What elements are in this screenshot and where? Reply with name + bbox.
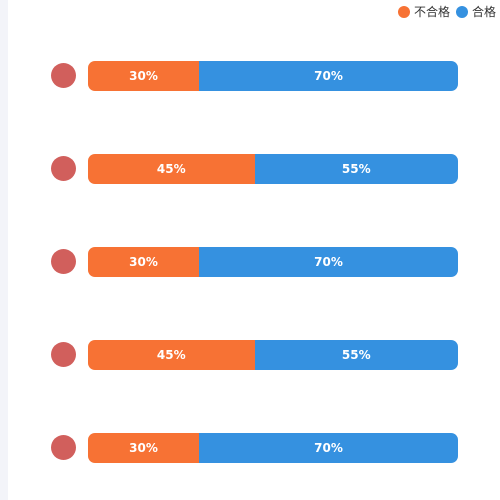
stacked-bar: 45% 55% [88, 340, 458, 370]
bar-segment-qualified[interactable]: 55% [254, 340, 458, 370]
stacked-bar: 30% 70% [88, 433, 458, 463]
bar-data-label: 30% [129, 255, 158, 269]
row-marker-dot [51, 63, 76, 88]
stacked-bar: 45% 55% [88, 154, 458, 184]
bar-row: 30% 70% [0, 61, 500, 91]
bar-segment-unqualified[interactable]: 45% [88, 154, 255, 184]
bar-row: 45% 55% [0, 340, 500, 370]
legend-item-qualified[interactable]: 合格 [456, 3, 496, 20]
legend-item-unqualified[interactable]: 不合格 [398, 3, 450, 20]
bar-segment-unqualified[interactable]: 45% [88, 340, 255, 370]
stacked-bar: 30% 70% [88, 61, 458, 91]
bar-segment-qualified[interactable]: 70% [199, 61, 458, 91]
bar-data-label: 70% [314, 255, 343, 269]
bar-row: 30% 70% [0, 433, 500, 463]
bar-segment-unqualified[interactable]: 30% [88, 247, 199, 277]
bar-segment-unqualified[interactable]: 30% [88, 61, 199, 91]
left-panel-edge [0, 0, 8, 500]
bar-data-label: 70% [314, 69, 343, 83]
legend-dot-qualified [456, 5, 469, 18]
bar-segment-qualified[interactable]: 55% [254, 154, 458, 184]
bar-segment-qualified[interactable]: 70% [199, 247, 458, 277]
stacked-bar: 30% 70% [88, 247, 458, 277]
bar-row: 45% 55% [0, 154, 500, 184]
bar-segment-qualified[interactable]: 70% [199, 433, 458, 463]
legend-label-qualified: 合格 [472, 5, 497, 19]
bar-data-label: 45% [156, 162, 186, 176]
bar-segment-unqualified[interactable]: 30% [88, 433, 199, 463]
chart-legend: 不合格 合格 [398, 3, 500, 20]
row-marker-dot [51, 342, 76, 367]
row-marker-dot [51, 435, 76, 460]
bar-data-label: 55% [341, 162, 371, 176]
bar-data-label: 55% [341, 348, 371, 362]
bar-data-label: 70% [314, 441, 343, 455]
bar-data-label: 30% [129, 69, 158, 83]
bar-data-label: 45% [156, 348, 186, 362]
bar-data-label: 30% [129, 441, 158, 455]
bar-row: 30% 70% [0, 247, 500, 277]
legend-dot-unqualified [398, 5, 410, 18]
row-marker-dot [51, 156, 76, 181]
legend-label-unqualified: 不合格 [414, 5, 451, 19]
row-marker-dot [51, 249, 76, 274]
